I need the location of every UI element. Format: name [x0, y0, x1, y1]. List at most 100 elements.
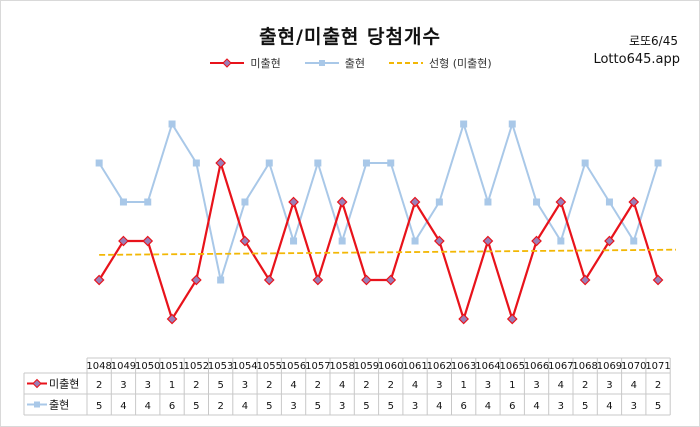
point-appeared-1050	[144, 198, 152, 206]
x-tick-label: 1059	[354, 361, 379, 372]
table-cell-missing: 2	[266, 380, 272, 391]
table-cell-missing: 4	[558, 380, 564, 391]
point-missing-1049	[118, 235, 129, 247]
table-cell-appeared: 5	[315, 401, 321, 412]
point-missing-1067	[555, 196, 567, 208]
table-cell-appeared: 3	[339, 401, 345, 412]
series-missing-line	[98, 158, 660, 323]
x-tick-label: 1071	[645, 361, 670, 372]
point-missing-1068	[579, 274, 591, 286]
point-missing-1053	[215, 157, 226, 169]
table-cell-appeared: 3	[412, 401, 418, 412]
table-cell-missing: 5	[217, 380, 223, 391]
x-tick-label: 1048	[86, 361, 111, 372]
x-tick-label: 1069	[597, 361, 622, 372]
point-missing-1063	[458, 313, 469, 325]
x-tick-label: 1070	[621, 361, 646, 372]
x-tick-label: 1063	[451, 361, 476, 372]
table-cell-appeared: 5	[655, 401, 661, 412]
x-tick-label: 1056	[281, 361, 306, 372]
table-cell-appeared: 3	[290, 401, 296, 412]
x-tick-label: 1058	[329, 361, 354, 372]
table-cell-missing: 4	[412, 380, 418, 391]
point-appeared-1055	[265, 159, 273, 167]
chart-title: 출현/미출현 당첨개수	[259, 26, 441, 48]
point-appeared-1062	[435, 198, 443, 206]
point-appeared-1053	[217, 276, 225, 284]
table-cell-missing: 2	[655, 380, 661, 391]
x-tick-label: 1060	[378, 361, 403, 372]
lotto-type-label: 로또6/45	[628, 34, 678, 48]
x-tick-label: 1050	[135, 361, 160, 372]
point-missing-1061	[409, 196, 421, 208]
table-cell-appeared: 5	[266, 401, 272, 412]
table-cell-missing: 3	[606, 380, 612, 391]
table-cell-appeared: 4	[120, 401, 126, 412]
point-appeared-1065	[508, 120, 516, 128]
table-cell-missing: 1	[169, 380, 175, 391]
x-tick-label: 1068	[572, 361, 597, 372]
point-appeared-1056	[290, 237, 298, 245]
x-tick-label: 1067	[548, 361, 573, 372]
point-appeared-1061	[411, 237, 419, 245]
point-appeared-1054	[241, 198, 249, 206]
point-missing-1071	[652, 274, 664, 286]
point-missing-1048	[93, 274, 105, 286]
table-cell-missing: 3	[145, 380, 151, 391]
point-appeared-1051	[168, 120, 176, 128]
point-missing-1069	[604, 235, 615, 247]
table-cell-appeared: 4	[145, 401, 151, 412]
x-tick-label: 1049	[111, 361, 136, 372]
point-missing-1057	[312, 274, 324, 286]
table-cell-missing: 3	[485, 380, 491, 391]
table-cell-appeared: 4	[606, 401, 612, 412]
table-cell-appeared: 4	[485, 401, 491, 412]
table-cell-appeared: 5	[363, 401, 369, 412]
point-missing-1064	[482, 235, 494, 247]
point-missing-1059	[361, 274, 372, 286]
legend-missing-swatch	[210, 58, 245, 68]
point-appeared-1052	[192, 159, 200, 167]
trendline-missing	[99, 248, 677, 256]
table-cell-missing: 3	[242, 380, 248, 391]
table-cell-missing: 2	[363, 380, 369, 391]
point-appeared-1070	[630, 237, 638, 245]
point-appeared-1049	[119, 198, 127, 206]
point-appeared-1058	[338, 237, 346, 245]
point-missing-1060	[385, 274, 397, 286]
row-label-appeared: 출현	[49, 399, 69, 412]
table-cell-missing: 3	[436, 380, 442, 391]
legend-item-appeared: 출현	[303, 55, 365, 71]
table-cell-appeared: 5	[96, 401, 102, 412]
point-appeared-1048	[95, 159, 103, 167]
legend-appeared-label: 출현	[344, 57, 365, 70]
table-cell-appeared: 2	[217, 401, 223, 412]
x-tick-label: 1065	[500, 361, 525, 372]
point-appeared-1067	[557, 237, 565, 245]
point-missing-1065	[506, 313, 518, 325]
table-cell-missing: 4	[631, 380, 637, 391]
x-tick-label: 1066	[524, 361, 549, 372]
legend: 미출현 출현 선형 (미출현)	[0, 55, 700, 71]
series-appeared-line	[98, 120, 660, 284]
table-cell-missing: 3	[533, 380, 539, 391]
point-appeared-1071	[654, 159, 662, 167]
point-missing-1055	[263, 274, 275, 286]
table-cell-missing: 2	[96, 380, 102, 391]
point-missing-1052	[191, 274, 202, 286]
table-cell-appeared: 6	[169, 401, 175, 412]
point-missing-1062	[434, 235, 445, 247]
x-tick-label: 1054	[232, 361, 257, 372]
table-cell-missing: 4	[290, 380, 296, 391]
x-tick-label: 1053	[208, 361, 233, 372]
point-missing-1056	[288, 196, 299, 208]
point-appeared-1057	[314, 159, 322, 167]
table-cell-appeared: 5	[388, 401, 394, 412]
table-cell-appeared: 5	[582, 401, 588, 412]
row-key-appeared-marker	[34, 401, 40, 408]
point-appeared-1064	[484, 198, 492, 206]
legend-appeared-swatch	[304, 60, 339, 66]
row-key-missing-marker	[32, 378, 42, 389]
point-appeared-1069	[605, 198, 613, 206]
